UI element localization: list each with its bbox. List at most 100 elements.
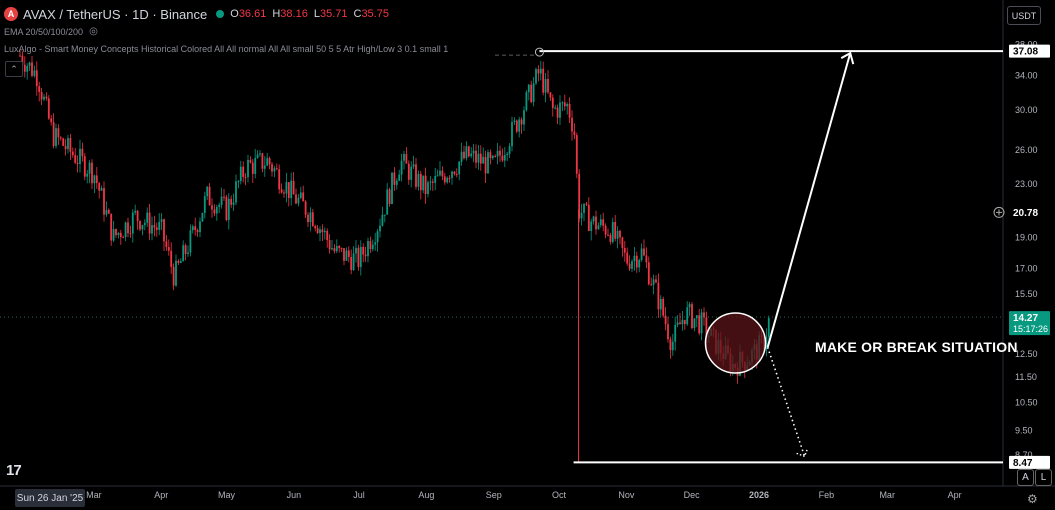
candle-body — [597, 225, 600, 230]
close-label: C — [353, 8, 362, 20]
candle-body — [323, 230, 326, 233]
candle-body — [261, 153, 264, 169]
candle-body — [374, 242, 377, 245]
candle-body — [242, 166, 245, 177]
y-tick-label: 8.70 — [1015, 450, 1033, 460]
candle-body — [453, 171, 456, 174]
candle-body — [268, 158, 271, 165]
candle-body — [107, 209, 110, 214]
candle-body — [451, 171, 453, 178]
candle-body — [225, 196, 228, 220]
log-scale-button[interactable]: L — [1035, 469, 1052, 486]
candle-body — [141, 224, 144, 230]
x-tick-label: Aug — [418, 490, 434, 500]
candle-body — [213, 209, 216, 214]
candle-body — [38, 86, 41, 92]
candle-body — [482, 156, 485, 164]
candle-body — [609, 234, 612, 242]
candle-body — [146, 212, 149, 223]
candle-body — [110, 213, 113, 241]
gear-icon[interactable]: ⚙ — [1027, 492, 1038, 506]
candle-body — [40, 91, 43, 100]
candle-body — [525, 92, 528, 111]
candle-body — [206, 186, 209, 197]
candle-body — [635, 255, 638, 268]
candle-body — [117, 232, 120, 236]
price-badge-white — [1009, 455, 1050, 469]
candle-body — [422, 175, 425, 191]
candle-body — [703, 312, 705, 318]
tradingview-logo-icon[interactable]: 17 — [6, 462, 22, 479]
candle-body — [472, 150, 475, 154]
candle-body — [590, 221, 593, 232]
price-badge-label: 20.78 — [1013, 208, 1038, 219]
symbol-title[interactable]: AVAX / TetherUS · 1D · Binance — [23, 6, 208, 22]
currency-selector[interactable]: USDT — [1007, 6, 1041, 25]
collapse-legend-button[interactable]: ⌃ — [5, 61, 23, 77]
y-tick-label: 23.00 — [1015, 179, 1038, 189]
y-tick-label: 9.50 — [1015, 425, 1033, 435]
candle-body — [508, 146, 511, 154]
candle-body — [578, 173, 581, 219]
candle-body — [599, 219, 602, 226]
candle-body — [669, 339, 672, 351]
candle-body — [67, 138, 69, 150]
candle-body — [369, 240, 372, 250]
candle-body — [393, 172, 396, 185]
candle-body — [52, 122, 55, 147]
eye-off-icon[interactable]: ◎ — [89, 26, 98, 37]
candle-body — [647, 262, 650, 285]
candle-body — [484, 156, 487, 174]
y-tick-label: 10.50 — [1015, 398, 1038, 408]
candle-body — [199, 221, 201, 233]
candle-body — [259, 153, 261, 155]
candle-body — [506, 153, 509, 155]
candle-body — [134, 210, 137, 213]
candle-body — [127, 222, 129, 234]
make-or-break-annotation: MAKE OR BREAK SITUATION — [815, 339, 1018, 355]
candle-body — [105, 209, 108, 215]
candle-body — [64, 145, 67, 150]
candle-body — [359, 246, 362, 267]
candle-body — [184, 245, 187, 254]
open-label: O — [230, 8, 239, 20]
candle-body — [338, 246, 341, 249]
candle-body — [139, 221, 141, 230]
candle-body — [278, 169, 281, 190]
candle-body — [400, 160, 403, 175]
candle-body — [131, 212, 134, 234]
candle-body — [659, 298, 662, 310]
candle-body — [175, 260, 177, 286]
ema-indicator-legend[interactable]: EMA 20/50/100/200 ◎ — [4, 26, 98, 37]
candle-body — [643, 248, 645, 256]
candle-body — [595, 216, 597, 230]
candle-body — [151, 225, 153, 234]
auto-scale-button[interactable]: A — [1017, 469, 1034, 486]
price-badge-label: 8.47 — [1013, 458, 1033, 469]
high-label: H — [272, 8, 281, 20]
crosshair-date-label: Sun 26 Jan '25 — [15, 489, 85, 507]
candle-body — [520, 119, 523, 125]
candle-body — [23, 64, 26, 72]
candle-body — [179, 261, 182, 263]
candle-body — [626, 252, 629, 264]
smc-indicator-label[interactable]: LuxAlgo - Smart Money Concepts Historica… — [4, 44, 449, 54]
open-value: 36.61 — [238, 8, 267, 20]
candle-body — [664, 315, 667, 325]
candle-body — [28, 62, 31, 66]
candle-body — [652, 279, 655, 285]
candle-body — [203, 196, 206, 213]
candle-body — [503, 154, 506, 161]
candle-body — [566, 104, 569, 107]
x-tick-label: Apr — [948, 490, 962, 500]
candle-body — [191, 226, 194, 231]
candle-body — [115, 229, 117, 236]
candle-body — [700, 312, 703, 334]
candle-body — [59, 137, 62, 139]
candle-body — [691, 304, 693, 329]
symbol-header: A AVAX / TetherUS · 1D · Binance O36.61 … — [4, 4, 389, 24]
candle-body — [167, 247, 170, 251]
x-tick-label: Mar — [86, 490, 102, 500]
